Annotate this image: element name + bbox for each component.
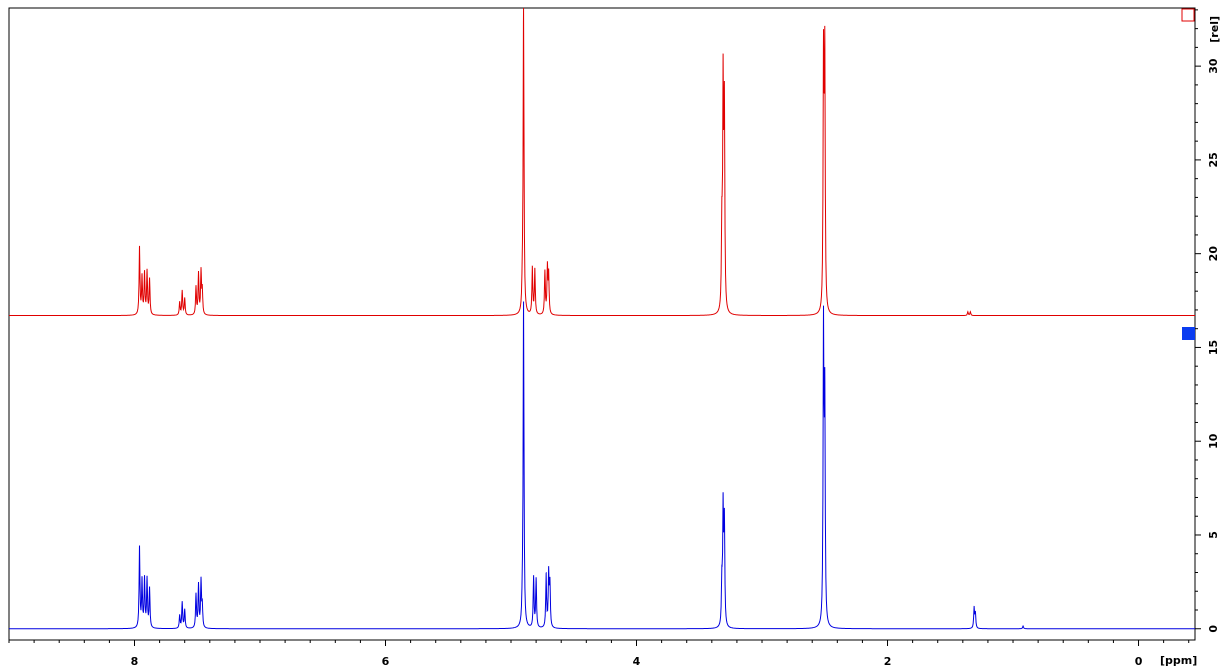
plot-frame	[8, 7, 1196, 641]
x-tick-label: 8	[131, 655, 139, 668]
blue-spectrum-trace	[9, 301, 1195, 630]
y-tick-label: 15	[1207, 340, 1220, 355]
y-tick-label: 5	[1207, 531, 1220, 539]
x-tick-label: 4	[633, 655, 641, 668]
red-spectrum-marker-icon[interactable]	[1181, 8, 1195, 22]
red-spectrum-trace	[9, 7, 1195, 317]
y-tick-label: 20	[1207, 246, 1220, 262]
y-axis: 0 5 10 15 20 25 30	[1195, 9, 1220, 633]
x-axis-label: [ppm]	[1160, 654, 1197, 667]
series-layer	[9, 7, 1195, 630]
x-tick-label: 0	[1135, 655, 1143, 668]
x-tick-label: 2	[884, 655, 892, 668]
y-axis-label: [rel]	[1208, 16, 1221, 43]
y-tick-label: 0	[1207, 625, 1220, 633]
y-tick-label: 25	[1207, 152, 1220, 167]
y-tick-label: 10	[1207, 433, 1220, 449]
x-tick-label: 6	[382, 655, 390, 668]
x-axis: 8 6 4 2 0	[8, 640, 1190, 668]
blue-spectrum-marker-icon[interactable]	[1182, 327, 1195, 340]
y-tick-label: 30	[1207, 58, 1220, 74]
